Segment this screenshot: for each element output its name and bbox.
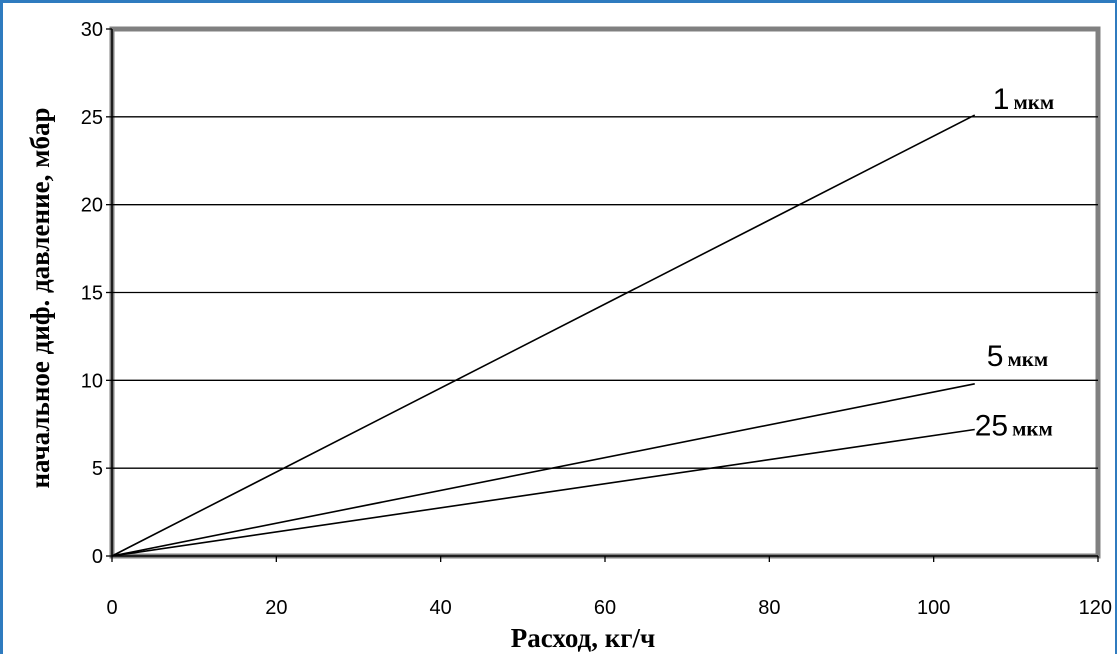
series-label-unit: мкм xyxy=(1012,417,1053,441)
x-tick-label-1: 20 xyxy=(265,597,287,619)
x-tick-label-6: 120 xyxy=(1079,597,1112,619)
y-tick-label-2: 10 xyxy=(81,370,103,392)
x-tick-label-2: 40 xyxy=(430,597,452,619)
series-label-1: 1 мкм xyxy=(993,83,1054,116)
y-tick-labels: 0 5 10 15 20 25 30 xyxy=(81,19,103,568)
x-tick-labels: 0 20 40 60 80 100 120 xyxy=(106,597,1112,619)
y-axis-title: начальное диф. давление, мбар xyxy=(25,107,55,488)
series-line-5 xyxy=(111,383,975,557)
x-axis-title: Расход, кг/ч xyxy=(511,623,656,653)
y-tick-label-4: 20 xyxy=(81,195,103,217)
series-label-5: 5 мкм xyxy=(987,340,1048,373)
series-label-unit: мкм xyxy=(1007,347,1048,371)
series-line-25 xyxy=(111,428,975,557)
gridlines xyxy=(106,28,1099,562)
series-label-25: 25 мкм xyxy=(975,410,1053,443)
y-tick-label-0: 0 xyxy=(92,546,103,568)
series-line-1 xyxy=(111,114,976,557)
y-tick-label-6: 30 xyxy=(81,19,103,41)
series-label-value: 5 xyxy=(987,340,1004,373)
series-label-value: 25 xyxy=(975,410,1008,443)
x-tick-label-3: 60 xyxy=(594,597,616,619)
series-lines xyxy=(111,114,976,557)
series-label-unit: мкм xyxy=(1013,90,1054,114)
y-tick-label-3: 15 xyxy=(81,283,103,305)
y-tick-label-1: 5 xyxy=(92,458,103,480)
x-tick-label-5: 100 xyxy=(917,597,950,619)
y-tick-label-5: 25 xyxy=(81,107,103,129)
series-label-value: 1 xyxy=(993,83,1010,116)
x-tick-label-0: 0 xyxy=(106,597,117,619)
x-tick-label-4: 80 xyxy=(758,597,780,619)
